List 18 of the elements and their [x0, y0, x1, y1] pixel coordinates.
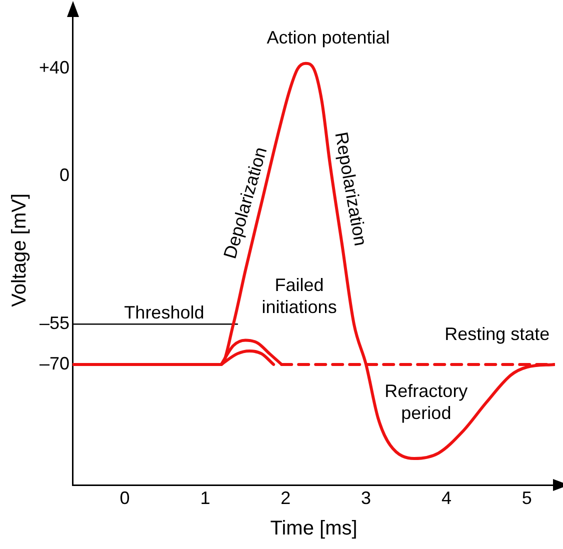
x-tick-label: 2 [280, 488, 291, 508]
y-axis-title: Voltage [mV] [8, 193, 31, 307]
x-tick-label: 5 [522, 488, 532, 508]
x-tick-label: 3 [361, 488, 372, 508]
x-tick-label: 0 [120, 488, 130, 508]
y-tick-label: –55 [39, 313, 70, 334]
y-tick-label: 0 [60, 165, 70, 186]
annotation: Refractory period [384, 381, 468, 424]
annotation: Failed initiations [262, 275, 337, 318]
y-tick-label: +40 [38, 58, 70, 78]
x-tick-label: 4 [441, 488, 452, 508]
y-tick-label: –70 [39, 353, 70, 374]
annotation: Repolarization [331, 130, 371, 248]
x-axis-title: Time [ms] [270, 518, 358, 540]
annotation: Threshold [124, 302, 204, 323]
x-tick-label: 1 [200, 488, 210, 508]
annotation: Action potential [266, 27, 390, 48]
annotation: Resting state [444, 324, 550, 344]
